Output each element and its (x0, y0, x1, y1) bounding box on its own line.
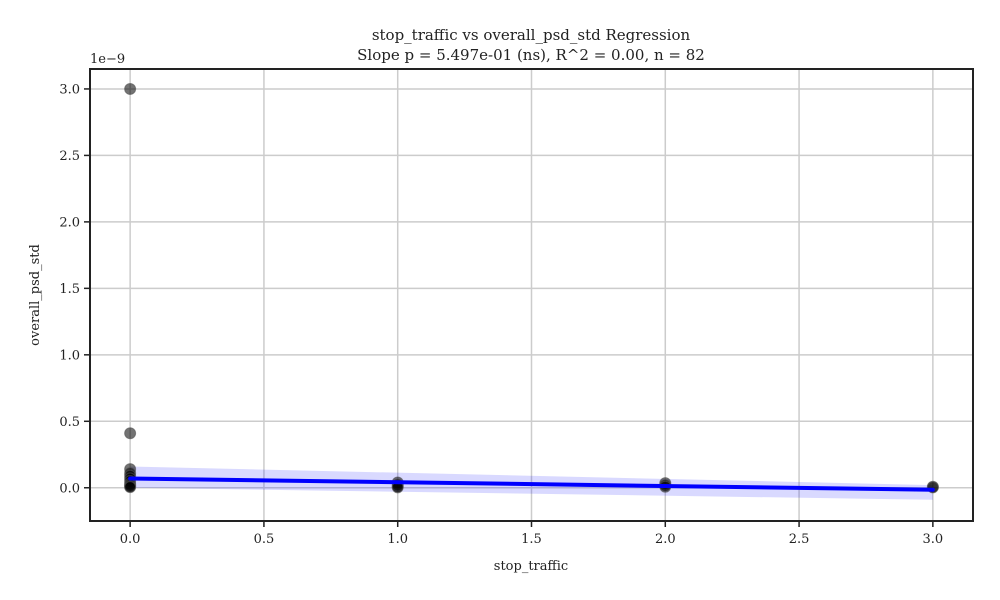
data-point-0 (124, 82, 137, 95)
x-tick-label-5: 2.5 (789, 532, 810, 547)
y-tick-label-6: 3.0 (59, 82, 80, 97)
regression-line-layer (128, 476, 935, 492)
data-point-10 (124, 481, 137, 494)
x-tick-label-1: 0.5 (254, 532, 275, 547)
y-tick-label-5: 2.5 (59, 149, 80, 164)
y-tick-label-1: 0.5 (59, 415, 80, 430)
chart-subtitle: Slope p = 5.497e-01 (ns), R^2 = 0.00, n … (357, 46, 705, 64)
y-axis-ticks: 0.0 0.5 1.0 1.5 2.0 2.5 3.0 (59, 82, 90, 496)
regression-line (128, 476, 935, 492)
x-tick-label-3: 1.5 (521, 532, 542, 547)
y-tick-label-3: 1.5 (59, 282, 80, 297)
chart-title: stop_traffic vs overall_psd_std Regressi… (372, 26, 691, 44)
y-axis-label: overall_psd_std (28, 244, 43, 346)
grid (90, 69, 973, 521)
x-tick-label-0: 0.0 (120, 532, 141, 547)
x-tick-label-4: 2.0 (655, 532, 676, 547)
x-tick-label-6: 3.0 (923, 532, 944, 547)
y-tick-label-2: 1.0 (59, 348, 80, 363)
data-point-1 (124, 427, 137, 440)
x-axis-label: stop_traffic (494, 559, 568, 574)
x-tick-label-2: 1.0 (387, 532, 408, 547)
y-offset-label: 1e−9 (90, 52, 125, 67)
x-axis-ticks: 0.0 0.5 1.0 1.5 2.0 2.5 3.0 (120, 521, 943, 547)
y-tick-label-0: 0.0 (59, 481, 80, 496)
y-tick-label-4: 2.0 (59, 215, 80, 230)
